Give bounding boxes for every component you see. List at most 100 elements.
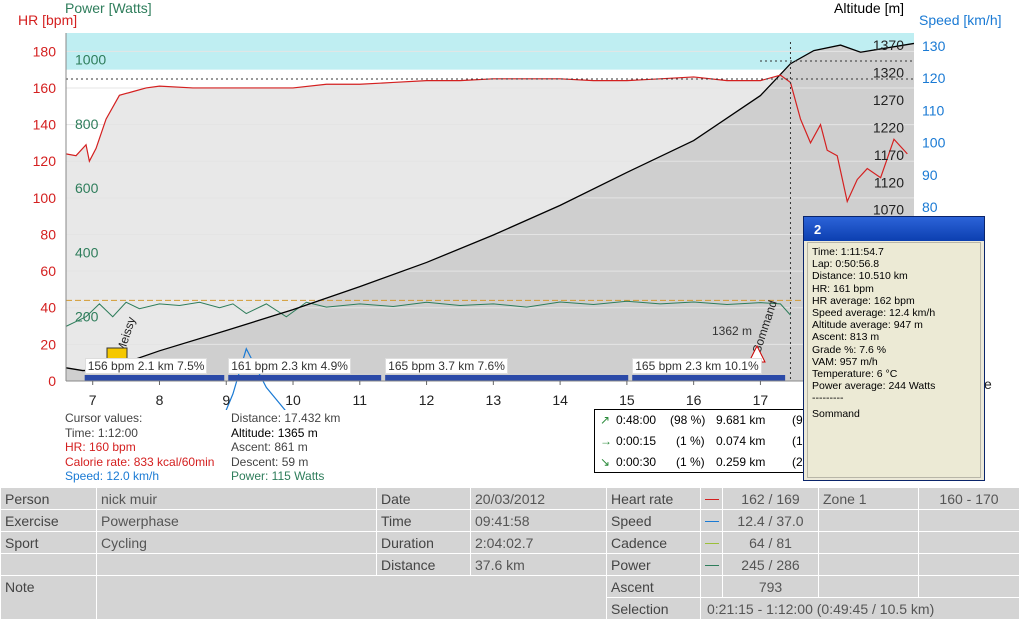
hr-tick-label: 40: [40, 300, 56, 316]
hr-tick-label: 180: [33, 43, 57, 59]
selection-value: 0:21:15 - 1:12:00 (0:49:45 / 10.5 km): [701, 598, 1019, 620]
peak-altitude-label: 1362 m: [712, 324, 752, 338]
empty-cell: [919, 576, 1019, 598]
popup-title[interactable]: 2: [804, 217, 984, 241]
power-value: 245 / 286: [723, 554, 819, 576]
zone-grade: (2: [792, 455, 803, 469]
selection-label: Selection: [607, 598, 701, 620]
hr-legend: [701, 488, 723, 510]
hr-value: 162 / 169: [723, 488, 819, 510]
empty-cell: [919, 554, 1019, 576]
lap-bar: [385, 375, 628, 381]
altitude-axis-title: Altitude [m]: [834, 0, 904, 16]
zone-range: 160 - 170: [919, 488, 1019, 510]
x-tick-label: 17: [753, 392, 769, 408]
x-tick-label: 7: [89, 392, 97, 408]
zone-grade: (1: [792, 434, 803, 448]
x-tick-label: 9: [222, 392, 230, 408]
x-tick-label: 16: [686, 392, 702, 408]
speed-legend-line: [705, 521, 719, 522]
power-label: Power: [607, 554, 701, 576]
lap-label[interactable]: 161 bpm 2.3 km 4.9%: [228, 358, 351, 374]
zone-dist: 0.259 km: [716, 455, 765, 469]
altitude-tick-label: 1270: [873, 92, 904, 108]
hr-tick-label: 160: [33, 80, 57, 96]
empty-cell: [819, 576, 919, 598]
popup-line: Lap: 0:50:56.8: [812, 258, 980, 270]
x-axis-partial-label: e: [984, 376, 992, 392]
zone-time: 0:00:30: [616, 455, 656, 469]
date-label: Date: [377, 488, 471, 510]
cursor-power: Power: 115 Watts: [231, 469, 340, 484]
sport-value[interactable]: Cycling: [97, 532, 377, 554]
exercise-label: Exercise: [1, 510, 97, 532]
flat-arrow-icon: →: [600, 434, 612, 448]
empty-cell: [819, 554, 919, 576]
time-value: 09:41:58: [471, 510, 607, 532]
cadence-legend: [701, 532, 723, 554]
empty-cell: [97, 554, 377, 576]
popup-line: Altitude average: 947 m: [812, 319, 980, 331]
cursor-ascent: Ascent: 861 m: [231, 440, 340, 455]
popup-line: Grade %: 7.6 %: [812, 344, 980, 356]
cursor-descent: Descent: 59 m: [231, 455, 340, 470]
cadence-label: Cadence: [607, 532, 701, 554]
time-label: Time: [377, 510, 471, 532]
note-label: Note: [1, 576, 97, 620]
zone-pct: (98 %): [670, 413, 705, 427]
duration-value: 2:04:02.7: [471, 532, 607, 554]
power-tick-label: 200: [75, 309, 99, 325]
note-value[interactable]: [97, 576, 607, 620]
altitude-tick-label: 1320: [873, 65, 904, 81]
exercise-value[interactable]: Powerphase: [97, 510, 377, 532]
cursor-values-left: Cursor values: Time: 1:12:00 HR: 160 bpm…: [65, 411, 214, 484]
date-value: 20/03/2012: [471, 488, 607, 510]
altitude-tick-label: 1370: [873, 37, 904, 53]
speed-value: 12.4 / 37.0: [723, 510, 819, 532]
power-tick-label: 800: [75, 116, 99, 132]
empty-cell: [701, 576, 723, 598]
person-label: Person: [1, 488, 97, 510]
zone-pct: (1 %): [676, 434, 705, 448]
speed-legend: [701, 510, 723, 532]
lap-label[interactable]: 165 bpm 2.3 km 10.1%: [632, 358, 761, 374]
person-value[interactable]: nick muir: [97, 488, 377, 510]
popup-line: Ascent: 813 m: [812, 331, 980, 343]
empty-cell: [819, 532, 919, 554]
x-tick-label: 13: [486, 392, 502, 408]
popup-line: HR: 161 bpm: [812, 283, 980, 295]
hr-tick-label: 120: [33, 153, 57, 169]
hr-tick-label: 0: [48, 373, 56, 389]
cursor-time: Time: 1:12:00: [65, 426, 214, 441]
power-axis-title: Power [Watts]: [65, 0, 152, 16]
cursor-title: Cursor values:: [65, 411, 214, 426]
power-tick-label: 1000: [75, 52, 106, 68]
zone-time: 0:48:00: [616, 413, 656, 427]
altitude-tick-label: 1220: [873, 119, 904, 135]
hr-tick-label: 20: [40, 336, 56, 352]
power-legend: [701, 554, 723, 576]
popup-line: HR average: 162 bpm: [812, 295, 980, 307]
hr-legend-line: [705, 499, 719, 500]
lap-label[interactable]: 165 bpm 3.7 km 7.6%: [385, 358, 508, 374]
empty-cell: [919, 532, 1019, 554]
ascent-value: 793: [723, 576, 819, 598]
zone-label[interactable]: Zone 1: [819, 488, 919, 510]
cursor-hr: HR: 160 bpm: [65, 440, 214, 455]
speed-tick-label: 90: [922, 167, 938, 183]
lap-label[interactable]: 156 bpm 2.1 km 7.5%: [85, 358, 208, 374]
zone-pct: (1 %): [676, 455, 705, 469]
speed-axis-title: Speed [km/h]: [919, 12, 1002, 28]
exercise-info-table: Person nick muir Date 20/03/2012 Heart r…: [0, 487, 1019, 620]
empty-cell: [919, 510, 1019, 532]
empty-cell: [819, 510, 919, 532]
ascent-label: Ascent: [607, 576, 701, 598]
cursor-speed: Speed: 12.0 km/h: [65, 469, 214, 484]
lap-info-popup[interactable]: 2 Time: 1:11:54.7 Lap: 0:50:56.8 Distanc…: [803, 216, 985, 481]
x-tick-label: 12: [419, 392, 435, 408]
zone-time: 0:00:15: [616, 434, 656, 448]
hr-label: Heart rate: [607, 488, 701, 510]
speed-label: Speed: [607, 510, 701, 532]
cadence-legend-line: [705, 543, 719, 544]
